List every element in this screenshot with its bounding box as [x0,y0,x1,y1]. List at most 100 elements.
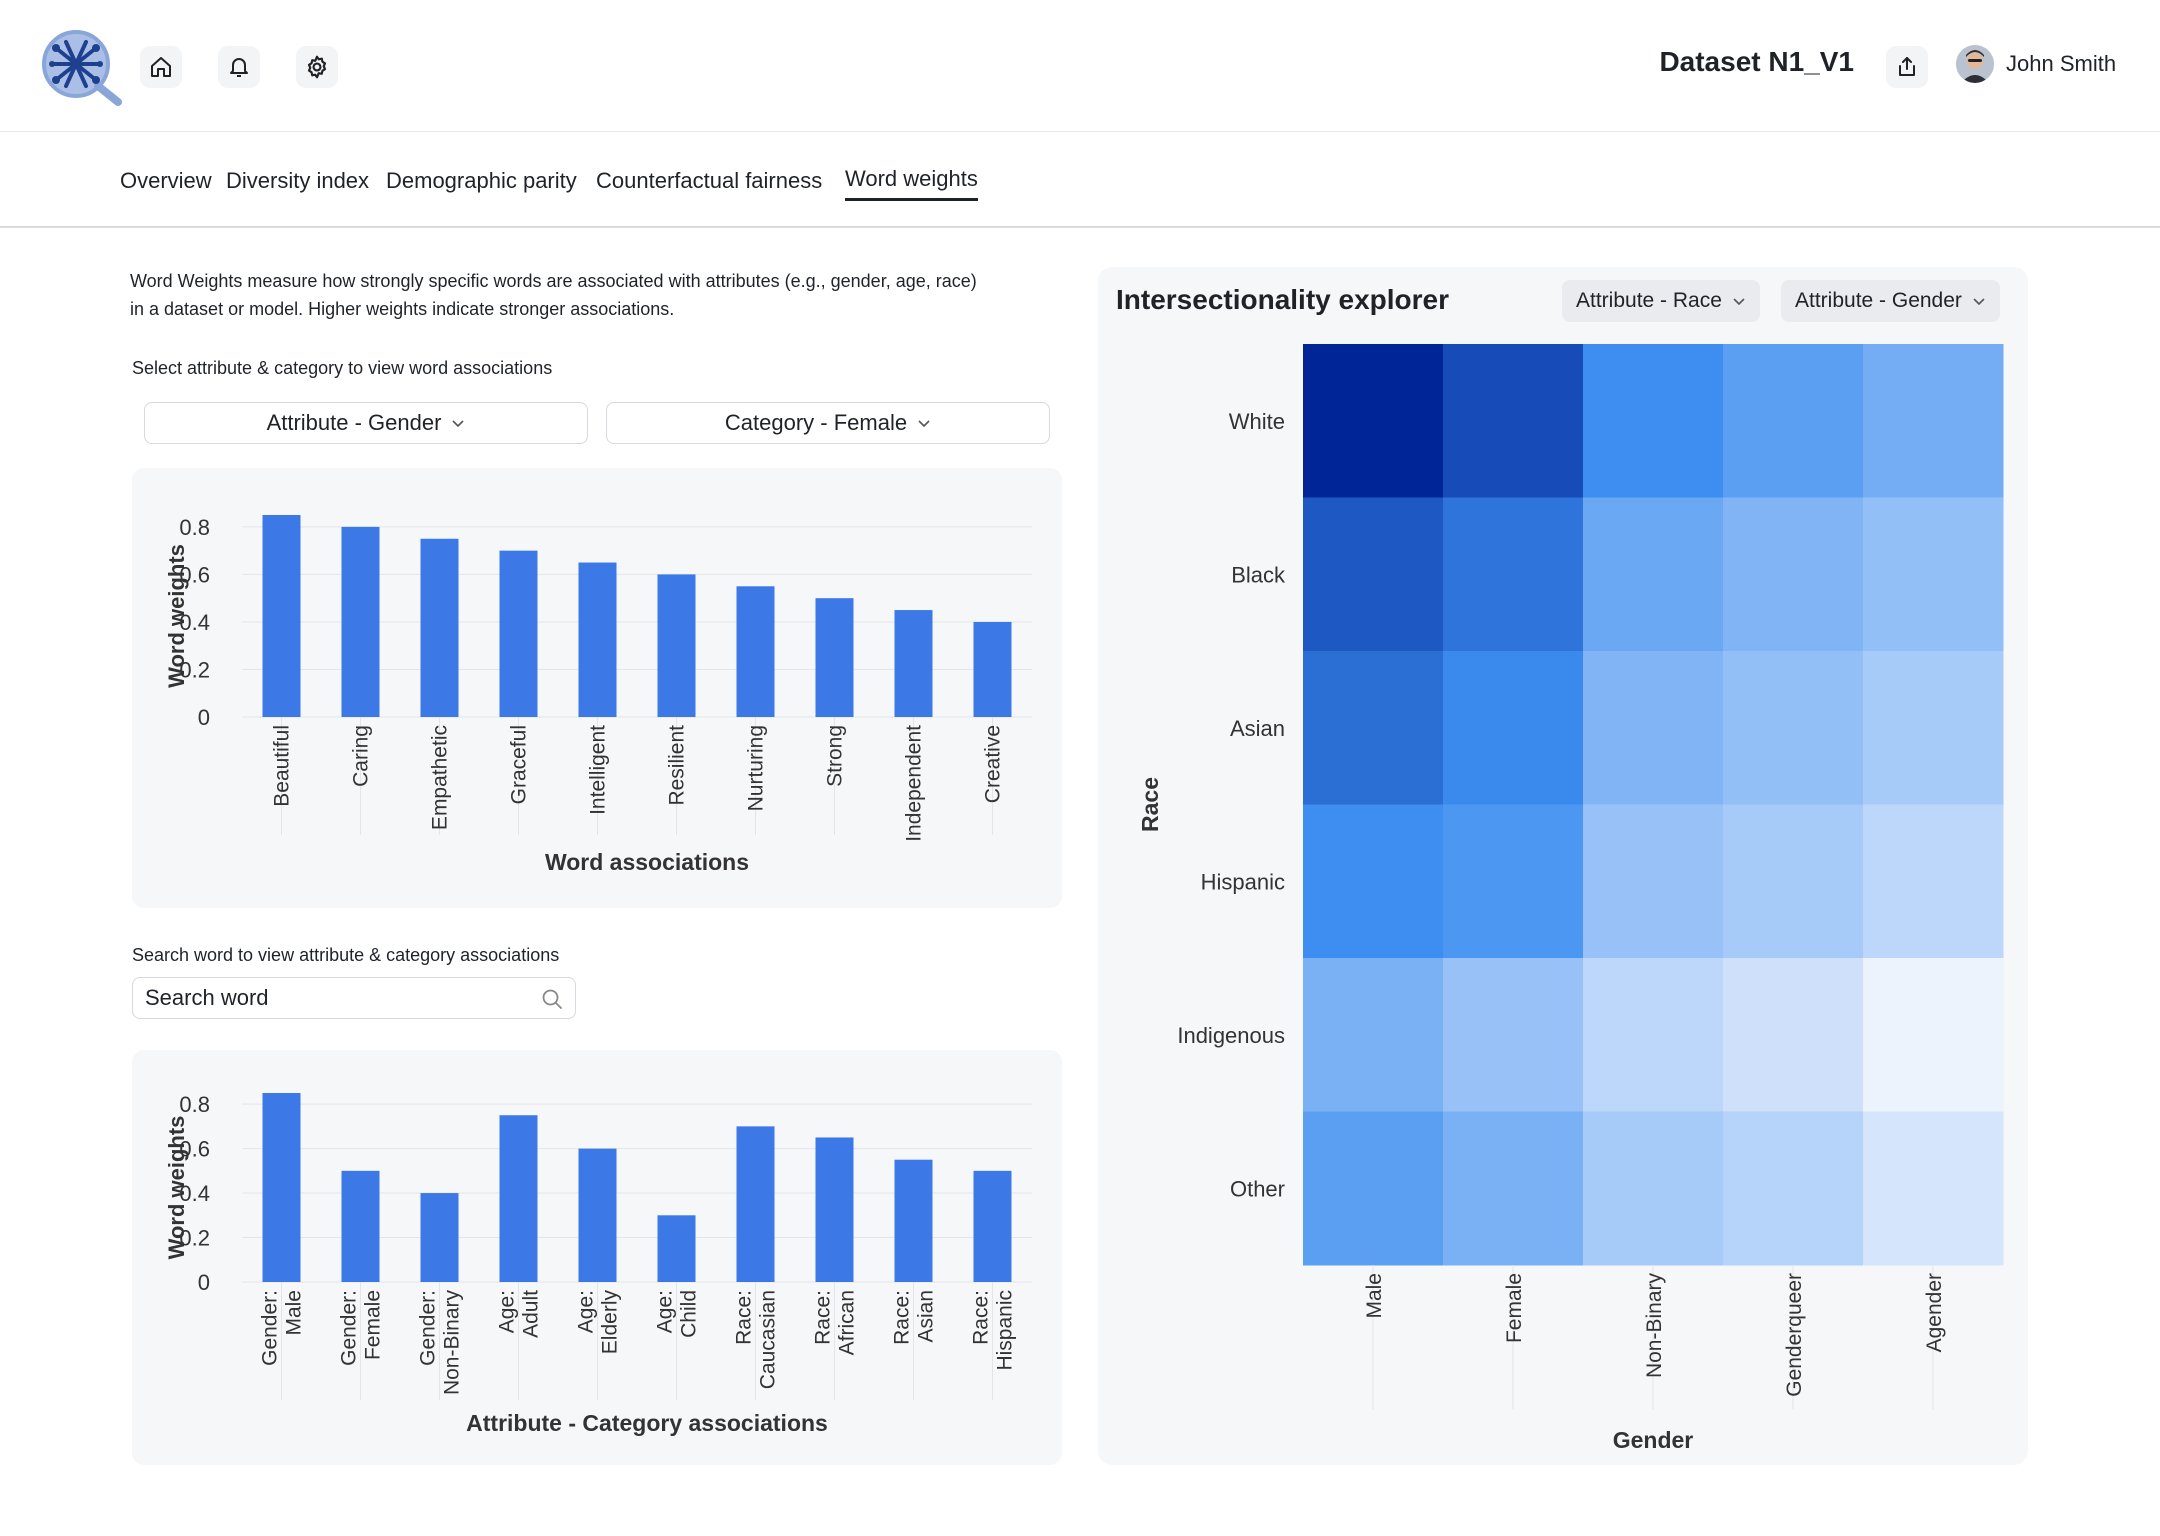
y-tick-label: 0.2 [179,1226,210,1251]
y-tick-label: 0.4 [179,1181,210,1206]
heatmap-cell [1303,344,1444,498]
bar [341,526,380,717]
heatmap-cell [1863,651,2004,805]
y-tick-label: White [1229,409,1285,434]
heatmap-cell [1583,958,1724,1112]
chevron-down-icon [918,420,930,428]
x-tick-label-line: Non-Binary [441,1290,464,1396]
x-tick-label: Caring [350,725,373,787]
settings-button[interactable] [296,46,338,88]
heatmap-cell [1443,497,1584,652]
x-tick-label-line: Child [678,1290,701,1338]
x-tick-label-line: Race: [812,1290,835,1345]
y-tick-label: 0.6 [179,562,210,587]
bar [262,1093,301,1282]
x-tick-label-line: Female [362,1290,385,1360]
heatmap-cell [1583,344,1724,498]
search-icon[interactable] [541,988,563,1010]
heatmap-cell [1303,1111,1444,1266]
bar [420,1193,459,1282]
x-tick-label-line: Male [283,1290,306,1336]
bar [420,538,459,717]
home-button[interactable] [140,46,182,88]
bar [894,1159,933,1282]
avatar[interactable] [1956,45,1994,83]
x-tick-label: Nurturing [745,725,768,811]
gender-attribute-select[interactable]: Attribute - Gender [1781,280,2000,322]
tab-diversity-index[interactable]: Diversity index [226,168,370,193]
x-tick-label-line: Caring [350,725,373,787]
y-tick-label: 0.8 [179,515,210,540]
word-chart-panel: 0 0.2 0.4 0.6 0.8 Beautiful Caring Empathetic Gr… [132,468,1062,908]
x-tick-label: Race:Caucasian [733,1290,780,1389]
gear-icon [307,55,327,79]
x-tick-label: Age:Child [654,1290,701,1338]
top-bar: Dataset N1_V1 John Smith [0,0,2160,132]
y-tick-label: 0.6 [179,1137,210,1162]
x-tick-label-line: Elderly [599,1290,622,1355]
bar [341,1170,380,1282]
x-tick-label: Intelligent [587,725,610,815]
heatmap-cell [1723,344,1864,498]
attribute-select[interactable]: Attribute - Gender [144,402,588,444]
race-attribute-select[interactable]: Attribute - Race [1562,280,1760,322]
tab-word-weights[interactable]: Word weights [845,166,978,201]
x-tick-label-line: Race: [733,1290,756,1345]
search-section-label: Search word to view attribute & category… [132,945,560,965]
heatmap-cell [1863,344,2004,498]
heatmap-cell [1583,497,1724,652]
y-tick-label: 0 [198,705,210,730]
heatmap-cell [1443,958,1584,1112]
search-input[interactable] [145,985,525,1011]
home-icon [151,57,171,77]
x-tick-label: Age:Adult [496,1290,543,1338]
description: Word Weights measure how strongly specif… [130,267,1070,323]
x-tick-label-line: Gender: [417,1290,440,1366]
y-tick-label: Hispanic [1201,869,1285,894]
heatmap-cell [1303,497,1444,652]
bar [262,515,301,717]
x-tick-label-line: Independent [903,725,926,842]
tab-overview[interactable]: Overview [120,168,212,193]
x-tick-label: Gender:Male [259,1290,306,1366]
x-tick-label-line: Gender: [338,1290,361,1366]
heatmap-cell [1583,651,1724,805]
search-box[interactable] [132,977,576,1019]
heatmap-cell [1443,804,1584,959]
chevron-down-icon [452,420,465,428]
race-attribute-select-value: Attribute - Race [1576,289,1722,312]
x-tick-label-line: Hispanic [994,1290,1017,1371]
heatmap-cell [1863,497,2004,652]
intersectionality-panel: White Black Asian Hispanic Indigenous Other Ma… [1098,267,2028,1465]
x-tick-label-line: Empathetic [429,725,452,830]
x-tick-label: Independent [903,725,926,842]
bar [736,586,775,717]
x-tick-label-line: African [836,1290,859,1355]
heatmap-cell [1723,651,1864,805]
bar [499,550,538,717]
heatmap-cell [1583,804,1724,959]
x-tick-label-line: Intelligent [587,725,610,815]
heatmap-cell [1723,804,1864,959]
tab-counterfactual-fairness[interactable]: Counterfactual fairness [596,168,823,193]
bar [973,621,1012,717]
share-button[interactable] [1886,46,1928,88]
bar [894,610,933,717]
bar [657,574,696,717]
bar [578,1148,617,1282]
user-name[interactable]: John Smith [2006,51,2117,76]
heatmap-cell [1723,497,1864,652]
notifications-button[interactable] [218,46,260,88]
category-select[interactable]: Category - Female [606,402,1050,444]
x-tick-label: Gender:Female [338,1290,385,1366]
x-tick-label-line: Race: [891,1290,914,1345]
y-tick-label: Asian [1230,716,1285,741]
heatmap-cell [1863,1111,2004,1266]
tab-bar: Overview Diversity index Demographic par… [0,132,2160,228]
logo-icon[interactable] [38,26,128,106]
tab-demographic-parity[interactable]: Demographic parity [386,168,577,193]
attribute-chart-panel: 0 0.2 0.4 0.6 0.8 Gender:Male Gender:Female Gen… [132,1050,1062,1465]
x-tick-label-line: Caucasian [757,1290,780,1389]
x-tick-label: Race:Asian [891,1290,938,1345]
